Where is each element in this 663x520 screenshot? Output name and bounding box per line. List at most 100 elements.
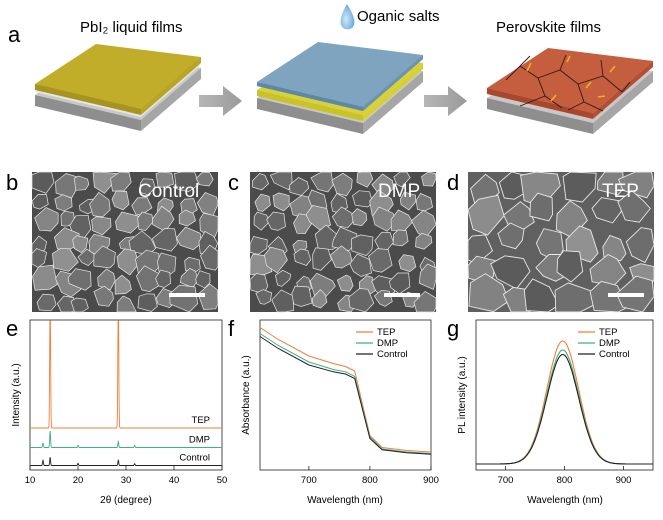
sem-grain [562, 171, 597, 203]
sem-grain [93, 285, 114, 307]
sem-grain [293, 248, 312, 266]
sem-grain [138, 178, 156, 196]
sem-label-dmp: DMP [378, 181, 420, 202]
sem-grains-tep [467, 171, 655, 313]
sem-grain [625, 227, 655, 264]
sem-grain [31, 171, 55, 194]
sem-grain [312, 247, 332, 271]
sem-grain [73, 175, 90, 191]
sem-grain [399, 191, 416, 211]
sem-grain [151, 228, 178, 252]
sem-grain [329, 245, 353, 269]
sem-grain [467, 194, 505, 236]
sem-grain [114, 274, 132, 295]
pbi2-film-stack [35, 44, 201, 131]
title-perovskite-films: Perovskite films [496, 19, 601, 36]
xrd-label-tep: TEP [192, 415, 210, 426]
pl-legend-control: Control [599, 349, 630, 360]
sem-grain [255, 289, 273, 305]
sem-grain [52, 247, 79, 272]
sem-grain [393, 171, 411, 188]
sem-grain [272, 192, 290, 212]
sem-grain [89, 191, 111, 218]
absorbance-series-tep [259, 327, 432, 453]
xrd-series-dmp [30, 430, 222, 448]
sem-grain [468, 273, 510, 313]
absorbance-chart-frame [259, 319, 432, 471]
sem-grain [368, 248, 393, 273]
sem-label-control: Control [138, 181, 199, 202]
pl-x-tick-label: 800 [557, 475, 573, 486]
pl-series-control [476, 353, 653, 465]
pl-x-axis-label: Wavelength (nm) [527, 495, 603, 506]
sem-grain [116, 248, 140, 276]
sem-grain [352, 190, 373, 208]
sem-grains-control [31, 171, 219, 313]
pl-legend-tep: TEP [599, 327, 617, 338]
sem-grain [137, 211, 154, 231]
sem-grain [60, 210, 76, 227]
sem-grain [275, 269, 292, 287]
sem-grain [195, 171, 214, 187]
xrd-series-control [30, 457, 222, 466]
absorbance-series-dmp [259, 333, 432, 454]
xrd-label-control: Control [179, 453, 210, 464]
sem-grain [348, 288, 375, 313]
sem-grain [310, 171, 334, 193]
sem-grain [67, 268, 92, 291]
sem-grain [116, 295, 137, 313]
pl-legend-dmp: DMP [599, 338, 620, 349]
scale-bar-dmp [384, 293, 420, 297]
scale-bar-control [169, 293, 205, 297]
title-pbi2-films: PbI₂ liquid films [80, 19, 183, 36]
sem-grain [178, 209, 197, 227]
absorbance-y-axis-label: Absorbance (a.u.) [241, 355, 252, 435]
sem-grain [252, 173, 270, 191]
sem-grain [618, 171, 655, 199]
sem-grain [111, 190, 130, 211]
absorbance-legend-dmp: DMP [377, 338, 398, 349]
sem-grain [266, 211, 286, 231]
sem-grain [70, 297, 89, 313]
sem-grain [392, 229, 409, 247]
xrd-x-tick-label: 40 [169, 475, 180, 486]
panel-label-d: d [447, 170, 459, 195]
sem-grain [617, 190, 651, 223]
absorbance-x-tick-label: 900 [423, 475, 439, 486]
sem-grain [137, 293, 158, 312]
sem-grain [31, 194, 49, 210]
pl-x-tick-label: 700 [498, 475, 514, 486]
sem-grain [77, 248, 97, 267]
xrd-x-tick-label: 30 [121, 475, 132, 486]
sem-grain [110, 171, 132, 192]
panel-label-a: a [8, 22, 21, 47]
sem-grain [97, 268, 116, 291]
panel-label-g: g [447, 316, 459, 341]
process-arrow-2-icon [424, 86, 467, 116]
sem-grains-dmp [249, 171, 437, 313]
sem-grain [331, 226, 358, 251]
title-organic-salts: Oganic salts [357, 8, 440, 25]
absorbance-x-tick-label: 800 [362, 475, 378, 486]
xrd-x-tick-label: 20 [73, 475, 84, 486]
sem-grain [497, 222, 525, 250]
pl-series-dmp [476, 349, 653, 465]
pl-x-tick-label: 900 [616, 475, 632, 486]
sem-grain [249, 236, 268, 255]
panel-label-c: c [228, 170, 239, 195]
sem-grain [115, 211, 139, 234]
sem-grain [413, 290, 437, 313]
scale-bar-tep [608, 293, 644, 297]
sem-grain [336, 274, 354, 292]
sem-grain [418, 263, 437, 290]
xrd-x-tick-label: 50 [217, 475, 228, 486]
sem-grain [351, 234, 374, 257]
sem-grain [596, 171, 625, 196]
sem-grain [556, 250, 584, 283]
sem-grain [269, 171, 293, 191]
sem-grain [331, 172, 353, 197]
xrd-label-dmp: DMP [189, 435, 210, 446]
absorbance-x-axis-label: Wavelength (nm) [307, 495, 383, 506]
sem-grain [36, 293, 57, 312]
